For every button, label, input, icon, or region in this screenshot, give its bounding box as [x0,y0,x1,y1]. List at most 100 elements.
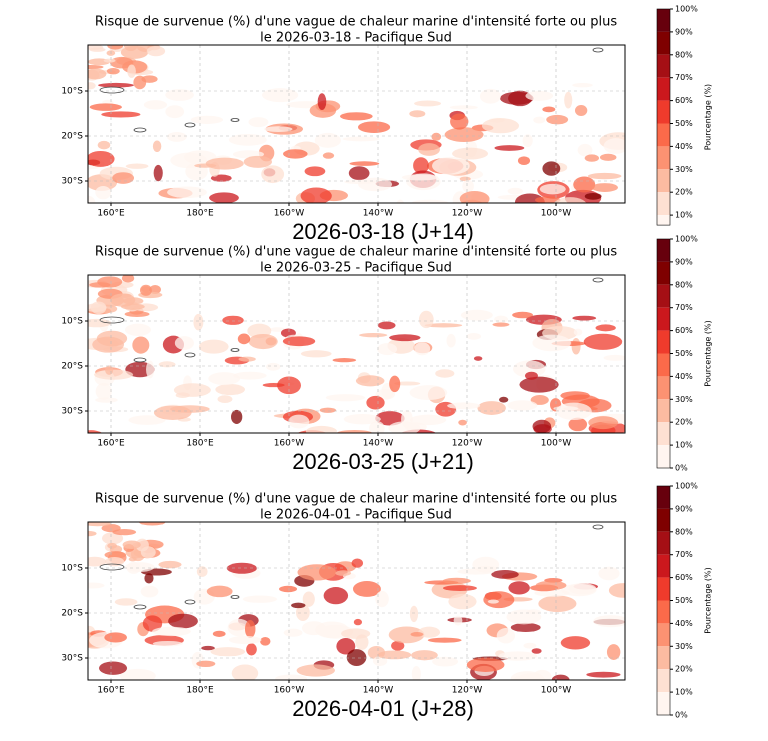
heat-blob [260,636,271,646]
heat-blob [238,208,249,216]
heat-blob [375,590,389,608]
colorbar-step [657,376,670,400]
colorbar-tick-label: 50% [675,119,693,128]
colorbar-tick-label: 30% [675,395,693,404]
heat-blob [190,115,224,124]
heat-blob [523,642,537,649]
heat-blob [568,583,597,595]
colorbar-step [657,330,670,354]
heat-blob [358,333,388,338]
heat-blob [572,315,597,321]
x-tick-label: 180°E [186,209,214,219]
coastline [99,563,125,571]
heat-blob [97,276,123,288]
heat-blob [555,402,592,421]
heat-blob [248,333,278,350]
heat-blob [112,528,137,536]
heat-blob [144,573,154,584]
heat-blob [119,668,156,680]
heat-blob [574,105,588,117]
heat-blob [262,382,285,388]
heat-blob [146,45,166,57]
heat-blob [246,643,257,656]
colorbar-step [657,239,670,262]
heat-blob [88,430,103,433]
colorbar-step [657,600,670,624]
heat-blob [99,661,128,675]
colorbar-tick-label: 50% [675,349,693,358]
heat-blob [358,177,393,192]
x-tick-label: 100°W [541,209,572,219]
panel-title: le 2026-04-01 - Pacifique Sud [260,508,452,523]
heat-blob [424,323,463,328]
heat-blob [322,152,335,159]
x-tick-label: 160°E [97,209,125,219]
heat-blob [300,350,332,358]
y-tick-label: 20°S [61,609,83,619]
heat-blob [88,522,111,527]
heat-blob [372,656,388,666]
heat-blob [608,583,625,598]
heat-blob [447,402,481,410]
heat-blob [88,82,96,90]
heat-blob [460,309,493,321]
coastline [99,316,125,324]
heat-blob [94,369,134,380]
heat-blob [377,650,412,660]
map-frame [87,521,626,681]
heat-blob [104,632,127,643]
heat-blob [603,138,625,154]
colorbar-step [657,422,670,446]
heat-blob [542,106,556,113]
heat-blob [106,67,120,75]
heat-blob [212,630,226,637]
heat-blob [491,569,519,579]
panel-title: le 2026-03-18 - Pacifique Sud [260,31,452,46]
heat-blob [458,419,467,426]
heat-blob [583,333,623,350]
panel-title: le 2026-03-25 - Pacifique Sud [260,261,452,276]
heat-blob [237,333,251,345]
heat-blob [442,577,472,584]
colorbar-tick-label: 100% [675,5,698,14]
coastline [133,127,147,133]
heat-blob [614,436,636,448]
heat-blob [231,409,243,424]
heat-blob [472,556,500,573]
heat-blob [89,103,122,111]
heat-blob [388,421,421,433]
heat-blob [539,183,566,195]
panel-title: Risque de survenue (%) d'une vague de ch… [95,245,618,260]
heat-blob [95,185,112,200]
heat-blob [508,581,530,595]
heat-blob [418,310,434,329]
heat-blob [114,598,138,606]
heat-blob [222,315,244,325]
heat-blob [206,585,233,598]
colorbar-step [657,284,670,308]
x-tick-label: 180°E [186,686,214,696]
heat-blob [241,203,269,219]
heat-blob [88,530,97,537]
panel-title: Risque de survenue (%) d'une vague de ch… [95,492,618,507]
heat-blob [606,644,621,660]
heat-blob [513,676,529,680]
heat-blob [450,113,469,130]
heat-blob [332,358,357,363]
heat-blob [391,640,405,651]
heat-blob [201,645,215,651]
heat-blob [409,605,419,623]
heat-blob [339,112,373,121]
colorbar-tick-label: 40% [675,619,693,628]
colorbar-step [657,445,670,468]
heat-blob [158,361,176,368]
heat-blob [477,401,506,415]
heat-blob [165,105,185,119]
heat-blob [487,599,499,604]
heat-blob [389,334,421,342]
heat-blob [88,65,104,70]
heat-blob [335,208,356,216]
heat-blob [342,136,380,142]
colorbar-step [657,261,670,285]
heat-blob [444,127,484,143]
